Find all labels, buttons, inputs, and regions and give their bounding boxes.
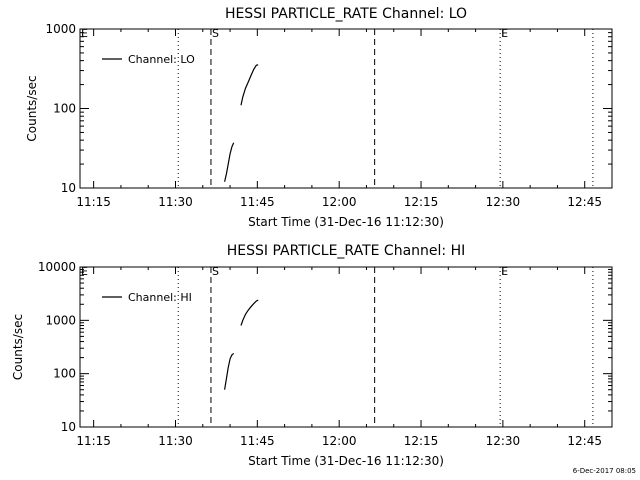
y-tick-label: 10: [61, 181, 76, 195]
x-tick-label: 12:00: [322, 434, 357, 448]
x-tick-label: 12:15: [404, 195, 439, 209]
marker-label: E: [501, 265, 508, 278]
x-tick-label: 11:45: [240, 195, 275, 209]
x-tick-label: 11:45: [240, 434, 275, 448]
edge-marker-label: E: [81, 27, 88, 40]
y-tick-label: 100: [53, 102, 76, 116]
x-tick-label: 12:30: [486, 434, 521, 448]
marker-label: S: [212, 265, 219, 278]
x-tick-label: 11:15: [76, 195, 111, 209]
edge-marker-label: E: [81, 265, 88, 278]
y-axis-label: Counts/sec: [11, 314, 25, 380]
plot-frame: [79, 266, 613, 428]
series-line: [224, 142, 235, 182]
x-tick-label: 12:45: [567, 434, 602, 448]
y-tick-label: 10000: [38, 260, 76, 274]
footer-timestamp: 6-Dec-2017 08:05: [573, 467, 636, 475]
marker-label: S: [212, 27, 219, 40]
y-axis-label: Counts/sec: [25, 75, 39, 141]
x-tick-label: 12:15: [404, 434, 439, 448]
marker-label: E: [501, 27, 508, 40]
series-line: [224, 352, 235, 390]
x-tick-label: 11:30: [158, 195, 193, 209]
x-axis-label: Start Time (31-Dec-16 11:12:30): [248, 454, 444, 468]
legend-label: Channel: HI: [128, 291, 192, 304]
y-tick-label: 1000: [45, 22, 76, 36]
x-tick-label: 11:30: [158, 434, 193, 448]
x-tick-label: 11:15: [76, 434, 111, 448]
legend-label: Channel: LO: [128, 53, 195, 66]
y-tick-label: 1000: [45, 313, 76, 327]
series-line: [240, 299, 259, 326]
y-tick-label: 10: [61, 420, 76, 434]
x-tick-label: 12:45: [567, 195, 602, 209]
x-tick-label: 12:30: [486, 195, 521, 209]
x-tick-label: 12:00: [322, 195, 357, 209]
chart-title: HESSI PARTICLE_RATE Channel: HI: [227, 243, 465, 259]
y-tick-label: 100: [53, 367, 76, 381]
x-axis-label: Start Time (31-Dec-16 11:12:30): [248, 215, 444, 229]
chart-hi-channel: HESSI PARTICLE_RATE Channel: HI Start Tim…: [11, 243, 613, 468]
chart-title: HESSI PARTICLE_RATE Channel: LO: [225, 6, 467, 22]
chart-lo-channel: HESSI PARTICLE_RATE Channel: LO Start Tim…: [25, 6, 613, 229]
series-line: [240, 64, 259, 106]
